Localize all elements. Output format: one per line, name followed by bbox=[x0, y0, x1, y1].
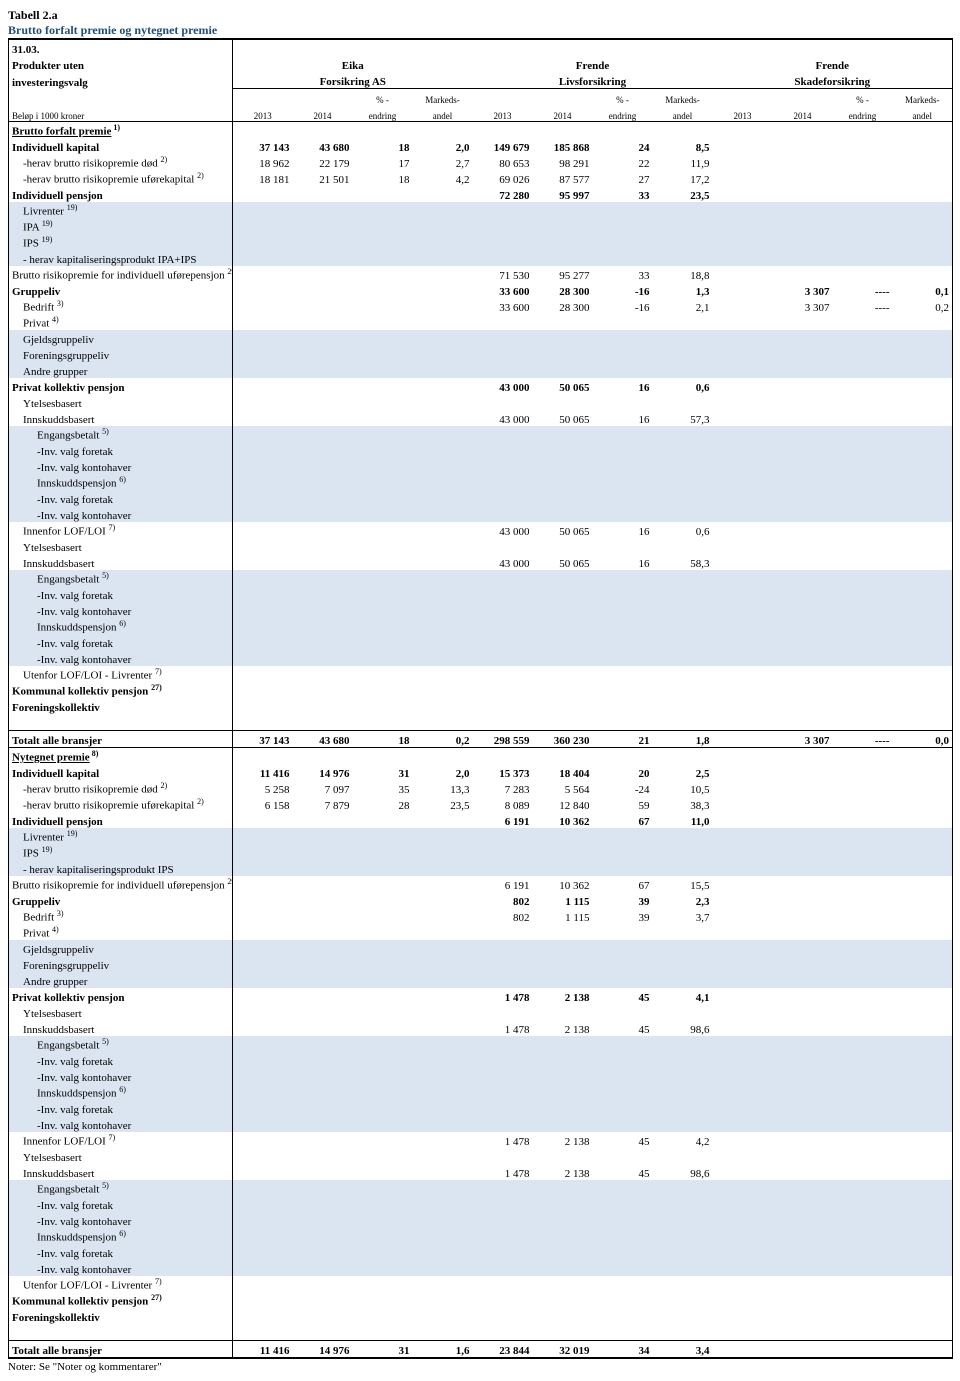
row-label: Gjeldsgruppeliv bbox=[9, 330, 233, 346]
row-label: -Inv. valg foretak bbox=[9, 442, 233, 458]
row-label: Ytelsesbasert bbox=[9, 538, 233, 554]
row-label: Bedrift 3) bbox=[9, 908, 233, 924]
row-label: Brutto risikopremie for individuell ufør… bbox=[9, 876, 233, 892]
row-label: Privat 4) bbox=[9, 924, 233, 940]
row-label: -Inv. valg kontohaver bbox=[9, 1116, 233, 1132]
row-label: Gruppeliv bbox=[9, 892, 233, 908]
row-label: Privat kollektiv pensjon bbox=[9, 988, 233, 1004]
row-label: Engangsbetalt 5) bbox=[9, 1036, 233, 1052]
row-label: Individuell pensjon bbox=[9, 186, 233, 202]
row-label: -herav brutto risikopremie død 2) bbox=[9, 154, 233, 170]
row-label: Innenfor LOF/LOI 7) bbox=[9, 1132, 233, 1148]
company-l2: Livsforsikring bbox=[473, 72, 713, 89]
row-label: -herav brutto risikopremie død 2) bbox=[9, 780, 233, 796]
row-label: -Inv. valg kontohaver bbox=[9, 1068, 233, 1084]
row-label: Brutto risikopremie for individuell ufør… bbox=[9, 266, 233, 282]
row-label: Engangsbetalt 5) bbox=[9, 570, 233, 586]
row-label: -Inv. valg kontohaver bbox=[9, 1212, 233, 1228]
row-label: Innskuddsbasert bbox=[9, 1164, 233, 1180]
row-label: Foreningsgruppeliv bbox=[9, 346, 233, 362]
row-label: Engangsbetalt 5) bbox=[9, 426, 233, 442]
row-label: Innenfor LOF/LOI 7) bbox=[9, 522, 233, 538]
row-label: IPS 19) bbox=[9, 234, 233, 250]
row-label: Foreningskollektiv bbox=[9, 1308, 233, 1324]
row-label: -Inv. valg kontohaver bbox=[9, 506, 233, 522]
table-title: Brutto forfalt premie og nytegnet premie bbox=[8, 23, 952, 38]
row-label: Individuell kapital bbox=[9, 764, 233, 780]
row-label: Ytelsesbasert bbox=[9, 1148, 233, 1164]
date-cell: 31.03. bbox=[9, 39, 233, 56]
prod-line1: Produkter uten bbox=[9, 56, 233, 72]
row-label: Livrenter 19) bbox=[9, 828, 233, 844]
row-label: Utenfor LOF/LOI - Livrenter 7) bbox=[9, 1276, 233, 1292]
row-label: Innskuddspensjon 6) bbox=[9, 1084, 233, 1100]
row-label: IPS 19) bbox=[9, 844, 233, 860]
section-title: Nytegnet premie 8) bbox=[9, 748, 233, 765]
company-l1: Eika bbox=[233, 56, 473, 72]
row-label: -Inv. valg foretak bbox=[9, 1100, 233, 1116]
row-label: Foreningsgruppeliv bbox=[9, 956, 233, 972]
row-label: Kommunal kollektiv pensjon 27) bbox=[9, 1292, 233, 1308]
row-label: Andre grupper bbox=[9, 972, 233, 988]
row-label: Privat 4) bbox=[9, 314, 233, 330]
row-label: Innskuddspensjon 6) bbox=[9, 618, 233, 634]
total-label: Totalt alle bransjer bbox=[9, 1341, 233, 1359]
row-label: Kommunal kollektiv pensjon 27) bbox=[9, 682, 233, 698]
row-label: Ytelsesbasert bbox=[9, 394, 233, 410]
row-label: Innskuddspensjon 6) bbox=[9, 474, 233, 490]
company-l1: Frende bbox=[713, 56, 953, 72]
row-label: -Inv. valg foretak bbox=[9, 1052, 233, 1068]
row-label: Privat kollektiv pensjon bbox=[9, 378, 233, 394]
row-label: -Inv. valg foretak bbox=[9, 1244, 233, 1260]
row-label: Innskuddsbasert bbox=[9, 1020, 233, 1036]
section-title: Brutto forfalt premie 1) bbox=[9, 122, 233, 139]
company-l2: Forsikring AS bbox=[233, 72, 473, 89]
row-label: Innskuddsbasert bbox=[9, 554, 233, 570]
unit-label: Beløp i 1000 kroner bbox=[9, 105, 233, 122]
row-label: Andre grupper bbox=[9, 362, 233, 378]
row-label: -Inv. valg foretak bbox=[9, 586, 233, 602]
row-label: -Inv. valg foretak bbox=[9, 490, 233, 506]
row-label: Bedrift 3) bbox=[9, 298, 233, 314]
row-label: -herav brutto risikopremie uførekapital … bbox=[9, 796, 233, 812]
table-number: Tabell 2.a bbox=[8, 8, 952, 23]
row-label: Individuell pensjon bbox=[9, 812, 233, 828]
company-l1: Frende bbox=[473, 56, 713, 72]
row-label: -Inv. valg kontohaver bbox=[9, 650, 233, 666]
row-label: Innskuddsbasert bbox=[9, 410, 233, 426]
row-label: Utenfor LOF/LOI - Livrenter 7) bbox=[9, 666, 233, 682]
row-label: -herav brutto risikopremie uførekapital … bbox=[9, 170, 233, 186]
row-label: Foreningskollektiv bbox=[9, 698, 233, 714]
prod-line2: investeringsvalg bbox=[9, 72, 233, 89]
row-label: - herav kapitaliseringsprodukt IPS bbox=[9, 860, 233, 876]
footer-note: Noter: Se "Noter og kommentarer" bbox=[8, 1361, 952, 1373]
row-label: Gjeldsgruppeliv bbox=[9, 940, 233, 956]
row-label: Ytelsesbasert bbox=[9, 1004, 233, 1020]
row-label: -Inv. valg kontohaver bbox=[9, 602, 233, 618]
row-label: Engangsbetalt 5) bbox=[9, 1180, 233, 1196]
row-label: Individuell kapital bbox=[9, 138, 233, 154]
row-label: Innskuddspensjon 6) bbox=[9, 1228, 233, 1244]
row-label: -Inv. valg kontohaver bbox=[9, 458, 233, 474]
row-label: - herav kapitaliseringsprodukt IPA+IPS bbox=[9, 250, 233, 266]
row-label: -Inv. valg kontohaver bbox=[9, 1260, 233, 1276]
row-label: IPA 19) bbox=[9, 218, 233, 234]
row-label: Gruppeliv bbox=[9, 282, 233, 298]
row-label: Livrenter 19) bbox=[9, 202, 233, 218]
data-table: 31.03.Produkter utenEikaFrendeFrendeinve… bbox=[8, 38, 953, 1359]
row-label: -Inv. valg foretak bbox=[9, 634, 233, 650]
total-label: Totalt alle bransjer bbox=[9, 731, 233, 748]
company-l2: Skadeforsikring bbox=[713, 72, 953, 89]
row-label: -Inv. valg foretak bbox=[9, 1196, 233, 1212]
